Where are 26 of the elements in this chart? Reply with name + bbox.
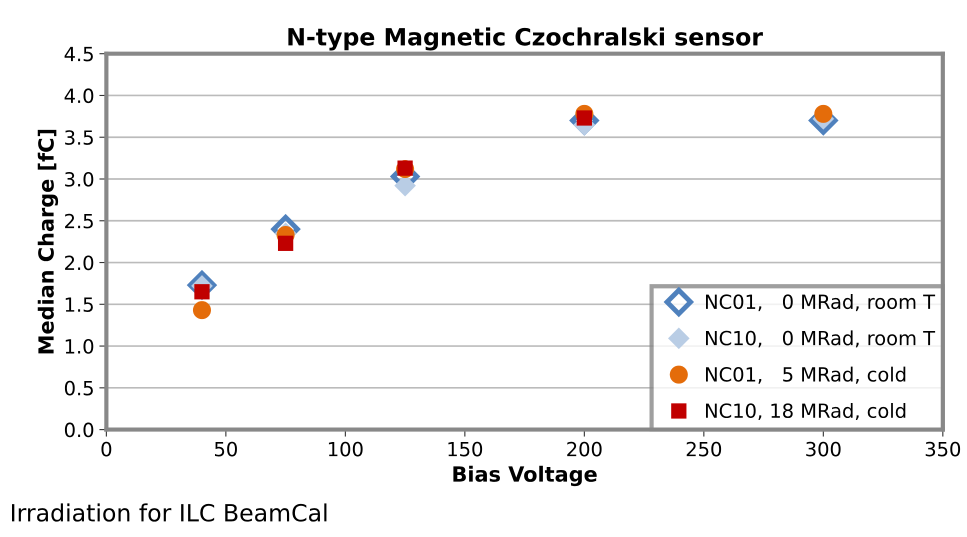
- chart-title: N-type Magnetic Czochralski sensor: [288, 27, 763, 50]
- y-tick-label: 3.0: [65, 172, 94, 187]
- x-tick-label: 200: [567, 442, 602, 456]
- y-tick-label: 2.5: [65, 214, 93, 228]
- y-tick-label: 0.0: [64, 422, 94, 438]
- x-tick-label: 50: [214, 442, 237, 456]
- y-tick-label: 1.0: [66, 339, 94, 354]
- y-tick-label: 3.5: [65, 130, 93, 145]
- x-tick-label: 350: [926, 442, 960, 456]
- y-tick-label: 0.5: [64, 380, 93, 396]
- x-axis-title: Bias Voltage: [453, 466, 597, 486]
- x-tick-label: 250: [686, 442, 722, 456]
- legend-label: NC10, 18 MRad, cold: [706, 403, 906, 420]
- x-tick-label: 300: [806, 442, 841, 456]
- legend-label: NC01, 5 MRad, cold: [706, 366, 906, 384]
- x-tick-label: 100: [328, 442, 363, 456]
- y-tick-label: 2.0: [65, 255, 94, 270]
- x-tick-label: 150: [448, 442, 482, 456]
- legend-label: NC01, 0 MRad, room T: [706, 294, 936, 312]
- x-tick-label: 0: [101, 442, 112, 456]
- text: Irradiation for ILC BeamCal: [12, 503, 326, 522]
- y-tick-label: 1.5: [66, 298, 93, 312]
- y-axis-title: Median Charge [fC]: [38, 130, 58, 354]
- y-tick-label: 4.0: [64, 88, 94, 104]
- legend-label: NC10, 0 MRad, room T: [706, 330, 936, 348]
- y-tick-label: 4.5: [64, 46, 93, 62]
